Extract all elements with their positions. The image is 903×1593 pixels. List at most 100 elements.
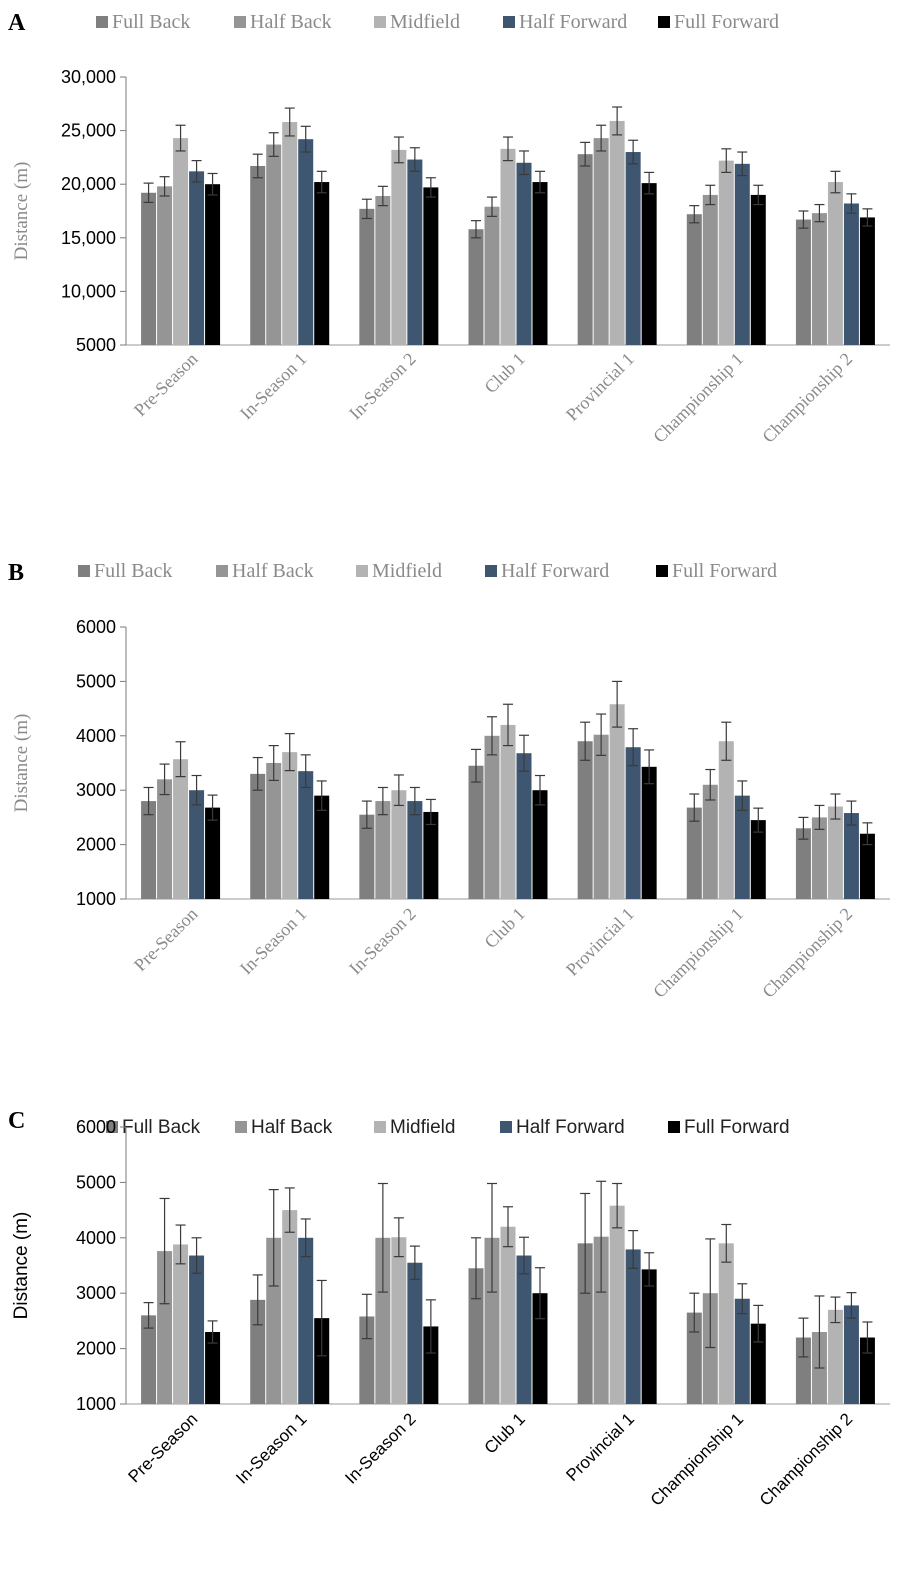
y-tick-label: 6000 (76, 617, 116, 637)
bar (827, 1309, 843, 1404)
x-category-label: In-Season 2 (345, 349, 420, 424)
bar (407, 159, 423, 345)
bar (407, 1262, 423, 1404)
bar (391, 790, 407, 899)
bar (314, 1318, 330, 1404)
bar (859, 217, 875, 345)
chart-panel-a: A Full Back Half Back Midfield Half Forward F… (8, 10, 890, 447)
x-category-label: Pre-Season (130, 349, 201, 420)
bar (532, 1293, 548, 1404)
y-tick-label: 3000 (76, 1283, 116, 1303)
bar (843, 813, 859, 899)
bar (423, 187, 439, 345)
y-tick-label: 3000 (76, 780, 116, 800)
legend-label: Half Back (250, 11, 332, 33)
x-category-label: In-Season 1 (236, 349, 311, 424)
chart-panel-b: B Full Back Half Back Midfield Half Forward F… (8, 560, 890, 1002)
bar (266, 763, 282, 899)
bar (500, 1226, 516, 1404)
bar (827, 182, 843, 345)
legend-swatch (374, 16, 386, 28)
bar (609, 704, 625, 899)
bar (468, 229, 484, 345)
legend-label: Full Back (122, 1117, 201, 1138)
bar (609, 1205, 625, 1404)
bar (282, 122, 298, 345)
bar (484, 206, 500, 345)
bar (686, 214, 702, 345)
bar (282, 752, 298, 899)
x-category-label: Championship 2 (758, 349, 856, 447)
legend-swatch (485, 565, 497, 577)
y-tick-label: 25,000 (61, 121, 116, 141)
bar (811, 817, 827, 899)
bar (157, 1251, 173, 1404)
bar (532, 790, 548, 899)
y-tick-label: 6000 (76, 1117, 116, 1137)
bar (593, 734, 609, 899)
bar (500, 148, 516, 345)
bar (641, 183, 657, 345)
bar (359, 208, 375, 345)
y-tick-label: 5000 (76, 671, 116, 691)
bar (468, 765, 484, 899)
bar (859, 833, 875, 899)
bar (827, 806, 843, 899)
x-category-label: Pre-Season (124, 1409, 201, 1486)
bar (702, 784, 718, 899)
bar (795, 1337, 811, 1404)
bar (391, 149, 407, 345)
legend-label: Full Back (94, 560, 172, 582)
y-axis-label: Distance (m) (11, 1212, 32, 1320)
bar (314, 795, 330, 899)
bar (702, 194, 718, 345)
bar (189, 171, 205, 345)
bar (157, 779, 173, 899)
y-tick-label: 30,000 (61, 67, 116, 87)
bar (391, 1237, 407, 1404)
bar (484, 1237, 500, 1404)
bar (314, 182, 330, 345)
bar (843, 1305, 859, 1404)
bar (189, 1255, 205, 1404)
legend-label: Half Back (232, 560, 314, 582)
y-tick-label: 5000 (76, 335, 116, 355)
bar (375, 195, 391, 345)
legend-swatch (234, 16, 246, 28)
bar (718, 741, 734, 899)
bar (609, 120, 625, 346)
legend-label: Half Back (251, 1117, 333, 1138)
bar (359, 814, 375, 899)
legend-label: Half Forward (516, 1117, 625, 1138)
y-tick-label: 15,000 (61, 228, 116, 248)
bar (173, 759, 189, 899)
x-category-label: Club 1 (480, 904, 528, 952)
x-category-label: Championship 1 (649, 904, 747, 1002)
x-category-label: In-Season 2 (341, 1409, 419, 1487)
legend-swatch (503, 16, 515, 28)
bar (625, 152, 641, 345)
y-tick-label: 1000 (76, 889, 116, 909)
legend-label: Full Forward (684, 1117, 790, 1138)
legend-swatch (656, 565, 668, 577)
bar (795, 828, 811, 899)
bar (577, 154, 593, 345)
legend-swatch (356, 565, 368, 577)
bar (532, 182, 548, 345)
bar (500, 724, 516, 899)
y-tick-label: 4000 (76, 1228, 116, 1248)
legend-label: Half Forward (501, 560, 609, 582)
y-tick-label: 10,000 (61, 281, 116, 301)
bar (516, 162, 532, 345)
bar (250, 1299, 266, 1404)
legend-swatch (96, 16, 108, 28)
bar (157, 186, 173, 345)
bar (641, 766, 657, 899)
legend-label: Midfield (390, 11, 460, 33)
bar (298, 771, 314, 899)
bar (750, 820, 766, 899)
panel-letter: C (8, 1108, 25, 1134)
legend-label: Midfield (372, 560, 442, 582)
bar (141, 1315, 157, 1404)
bar (811, 213, 827, 345)
